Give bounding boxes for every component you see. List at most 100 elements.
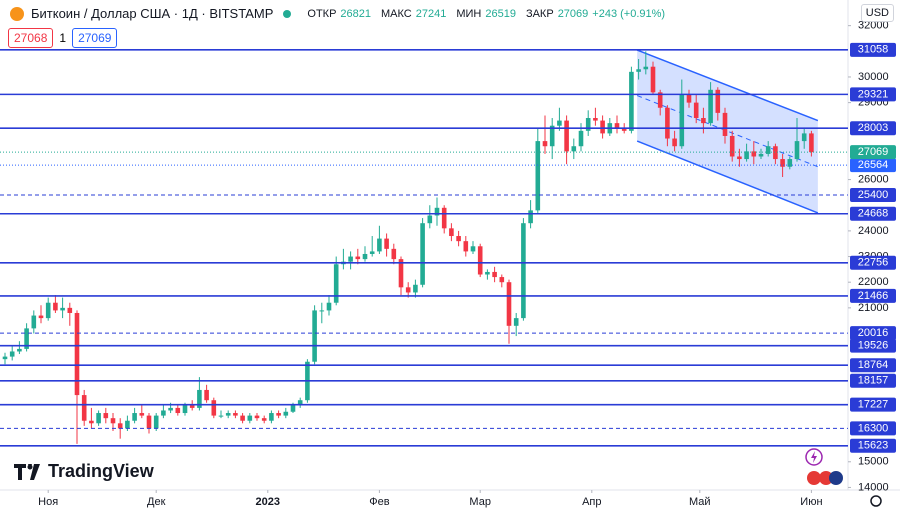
candle-body [470,246,476,252]
candle-body [362,253,368,260]
candle-body [737,156,742,160]
candle-body [765,146,771,154]
candle-body [2,356,8,360]
candle-body [218,415,224,417]
candle-body [53,302,58,311]
candle-body [269,413,274,421]
candle-body [240,415,245,421]
sell-button[interactable]: 27068 [8,28,54,48]
y-tick-label: 15000 [858,456,889,468]
candle-body [715,89,721,113]
candle-body [45,302,51,319]
candle-body [283,411,289,416]
candle-body [175,407,181,414]
candle-body [557,120,562,126]
level-label: 31058 [858,44,889,56]
ohlc-key: ЗАКР [525,7,554,20]
candle-body [441,207,447,229]
candle-body [744,151,749,160]
level-label: 22756 [858,257,889,269]
level-label-bg [850,206,896,221]
level-label-bg [850,421,896,436]
candle-body [593,118,598,121]
ohlc-value: 26821 [340,7,372,20]
candle-body [701,118,706,124]
candle-body [513,318,519,326]
settings-icon [870,495,882,507]
candle-body [679,94,685,147]
candle-body [276,413,281,416]
candle-body [117,423,123,429]
candle-body [17,348,22,352]
level-label: 28003 [858,122,889,134]
level-label: 20016 [858,327,889,339]
candle-body [413,284,418,293]
channel-lower [636,140,819,214]
candle-body [751,151,757,157]
candle-body [492,271,497,278]
candle-body [168,407,173,411]
candle-body [261,418,267,421]
candle-body [643,66,649,70]
candle-body [420,223,425,285]
candle-body [146,415,152,429]
level-label: 16300 [858,422,889,434]
candle-body [773,146,778,160]
change: +243 (+0.91%) [592,7,666,20]
level-label-bg [850,358,896,373]
candle-body [384,238,389,249]
flag-icon [819,471,833,485]
brand-logo: TradingView [14,461,154,482]
candle-body [729,135,735,157]
event-bolt [811,451,817,463]
candle-body [758,153,764,157]
level-label-bg [850,87,896,102]
ohlc-key: МИН [456,7,482,20]
candle-body [434,207,440,216]
candle-body [319,310,325,312]
candle-body [801,133,807,142]
y-tick-label: 14000 [858,481,889,493]
candle-body [693,102,699,119]
candle-body [74,312,80,396]
buy-button[interactable]: 27069 [72,28,118,48]
candle-body [348,256,353,262]
candle-body [60,307,65,311]
currency-selector[interactable]: USD [860,4,894,22]
candle-body [312,310,317,362]
ohlc-value: 27069 [557,7,589,20]
candle-body [463,241,469,252]
candle-body [326,302,332,311]
candle-body [333,264,339,303]
flag-icon [807,471,821,485]
candle-body [67,307,73,313]
candle-body [456,236,461,242]
level-label-bg [850,373,896,388]
level-label-bg [850,255,896,270]
candle-body [161,410,166,416]
candle-body [585,118,591,131]
candle-body [204,389,209,401]
y-tick-label: 21000 [858,302,889,314]
candle-body [672,138,677,147]
level-label-bg [850,288,896,303]
candle-body [600,120,605,134]
candle-body [132,413,137,421]
level-label: 29321 [858,88,889,100]
candle-body [499,277,505,283]
brand-name: TradingView [48,461,154,481]
x-tick-label: Фев [369,496,389,508]
candle-body [542,141,548,147]
candle-body [650,66,656,93]
candle-body [614,123,620,129]
candle-body [369,251,375,254]
candle-body [377,238,382,252]
candle-body [780,159,785,167]
level-label: 24668 [858,208,889,220]
candle-body [636,69,641,72]
symbol-title[interactable]: Биткоин / Доллар США · 1Д · BITSTAMP [31,6,274,21]
candle-body [197,389,202,408]
candle-body [506,282,512,326]
candle-body [211,400,217,416]
